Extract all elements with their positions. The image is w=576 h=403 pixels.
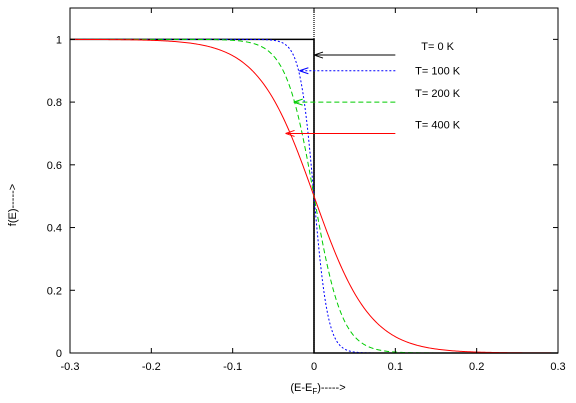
annotation-arrow-head: [293, 98, 303, 106]
y-tick-label: 1: [56, 34, 62, 46]
x-tick-label: -0.3: [61, 361, 80, 373]
annotations: T= 0 K T= 100 K T= 200 K T= 400 K: [285, 41, 461, 137]
y-tick-label: 0.8: [47, 97, 62, 109]
x-tick-label: 0.3: [550, 361, 565, 373]
annotation-label: T= 200 K: [415, 88, 461, 100]
x-axis-label-main: (E-E: [290, 382, 312, 394]
y-axis-label: f(E)----->: [7, 184, 19, 226]
y-tick-label: 0.6: [47, 160, 62, 172]
y-tick-label: 0.4: [47, 223, 62, 235]
x-axis-label: (E-EF)----->: [290, 382, 345, 396]
x-tick-label: 0: [311, 361, 317, 373]
annotation-arrow-head: [285, 129, 295, 137]
annotation-arrow-head: [299, 67, 309, 75]
annotation-label: T= 400 K: [415, 119, 461, 131]
x-axis-label-subscript: F: [312, 387, 317, 396]
y-tick-label: 0: [56, 348, 62, 360]
y-tick-label: 0.2: [47, 285, 62, 297]
annotation-label: T= 100 K: [415, 66, 461, 78]
x-tick-label: 0.1: [388, 361, 403, 373]
x-axis-label-tail: )----->: [317, 382, 345, 394]
axes: -0.3 -0.2 -0.1 0 0.1 0.2 0.3 0 0.2 0.4 0.6 0.8 1: [47, 7, 566, 373]
plot-area: [70, 8, 558, 354]
annotation-label: T= 0 K: [421, 41, 454, 53]
x-tick-label: -0.2: [142, 361, 161, 373]
annotation-arrow-head: [313, 51, 324, 59]
x-tick-label: -0.1: [223, 361, 242, 373]
x-tick-label: 0.2: [469, 361, 484, 373]
